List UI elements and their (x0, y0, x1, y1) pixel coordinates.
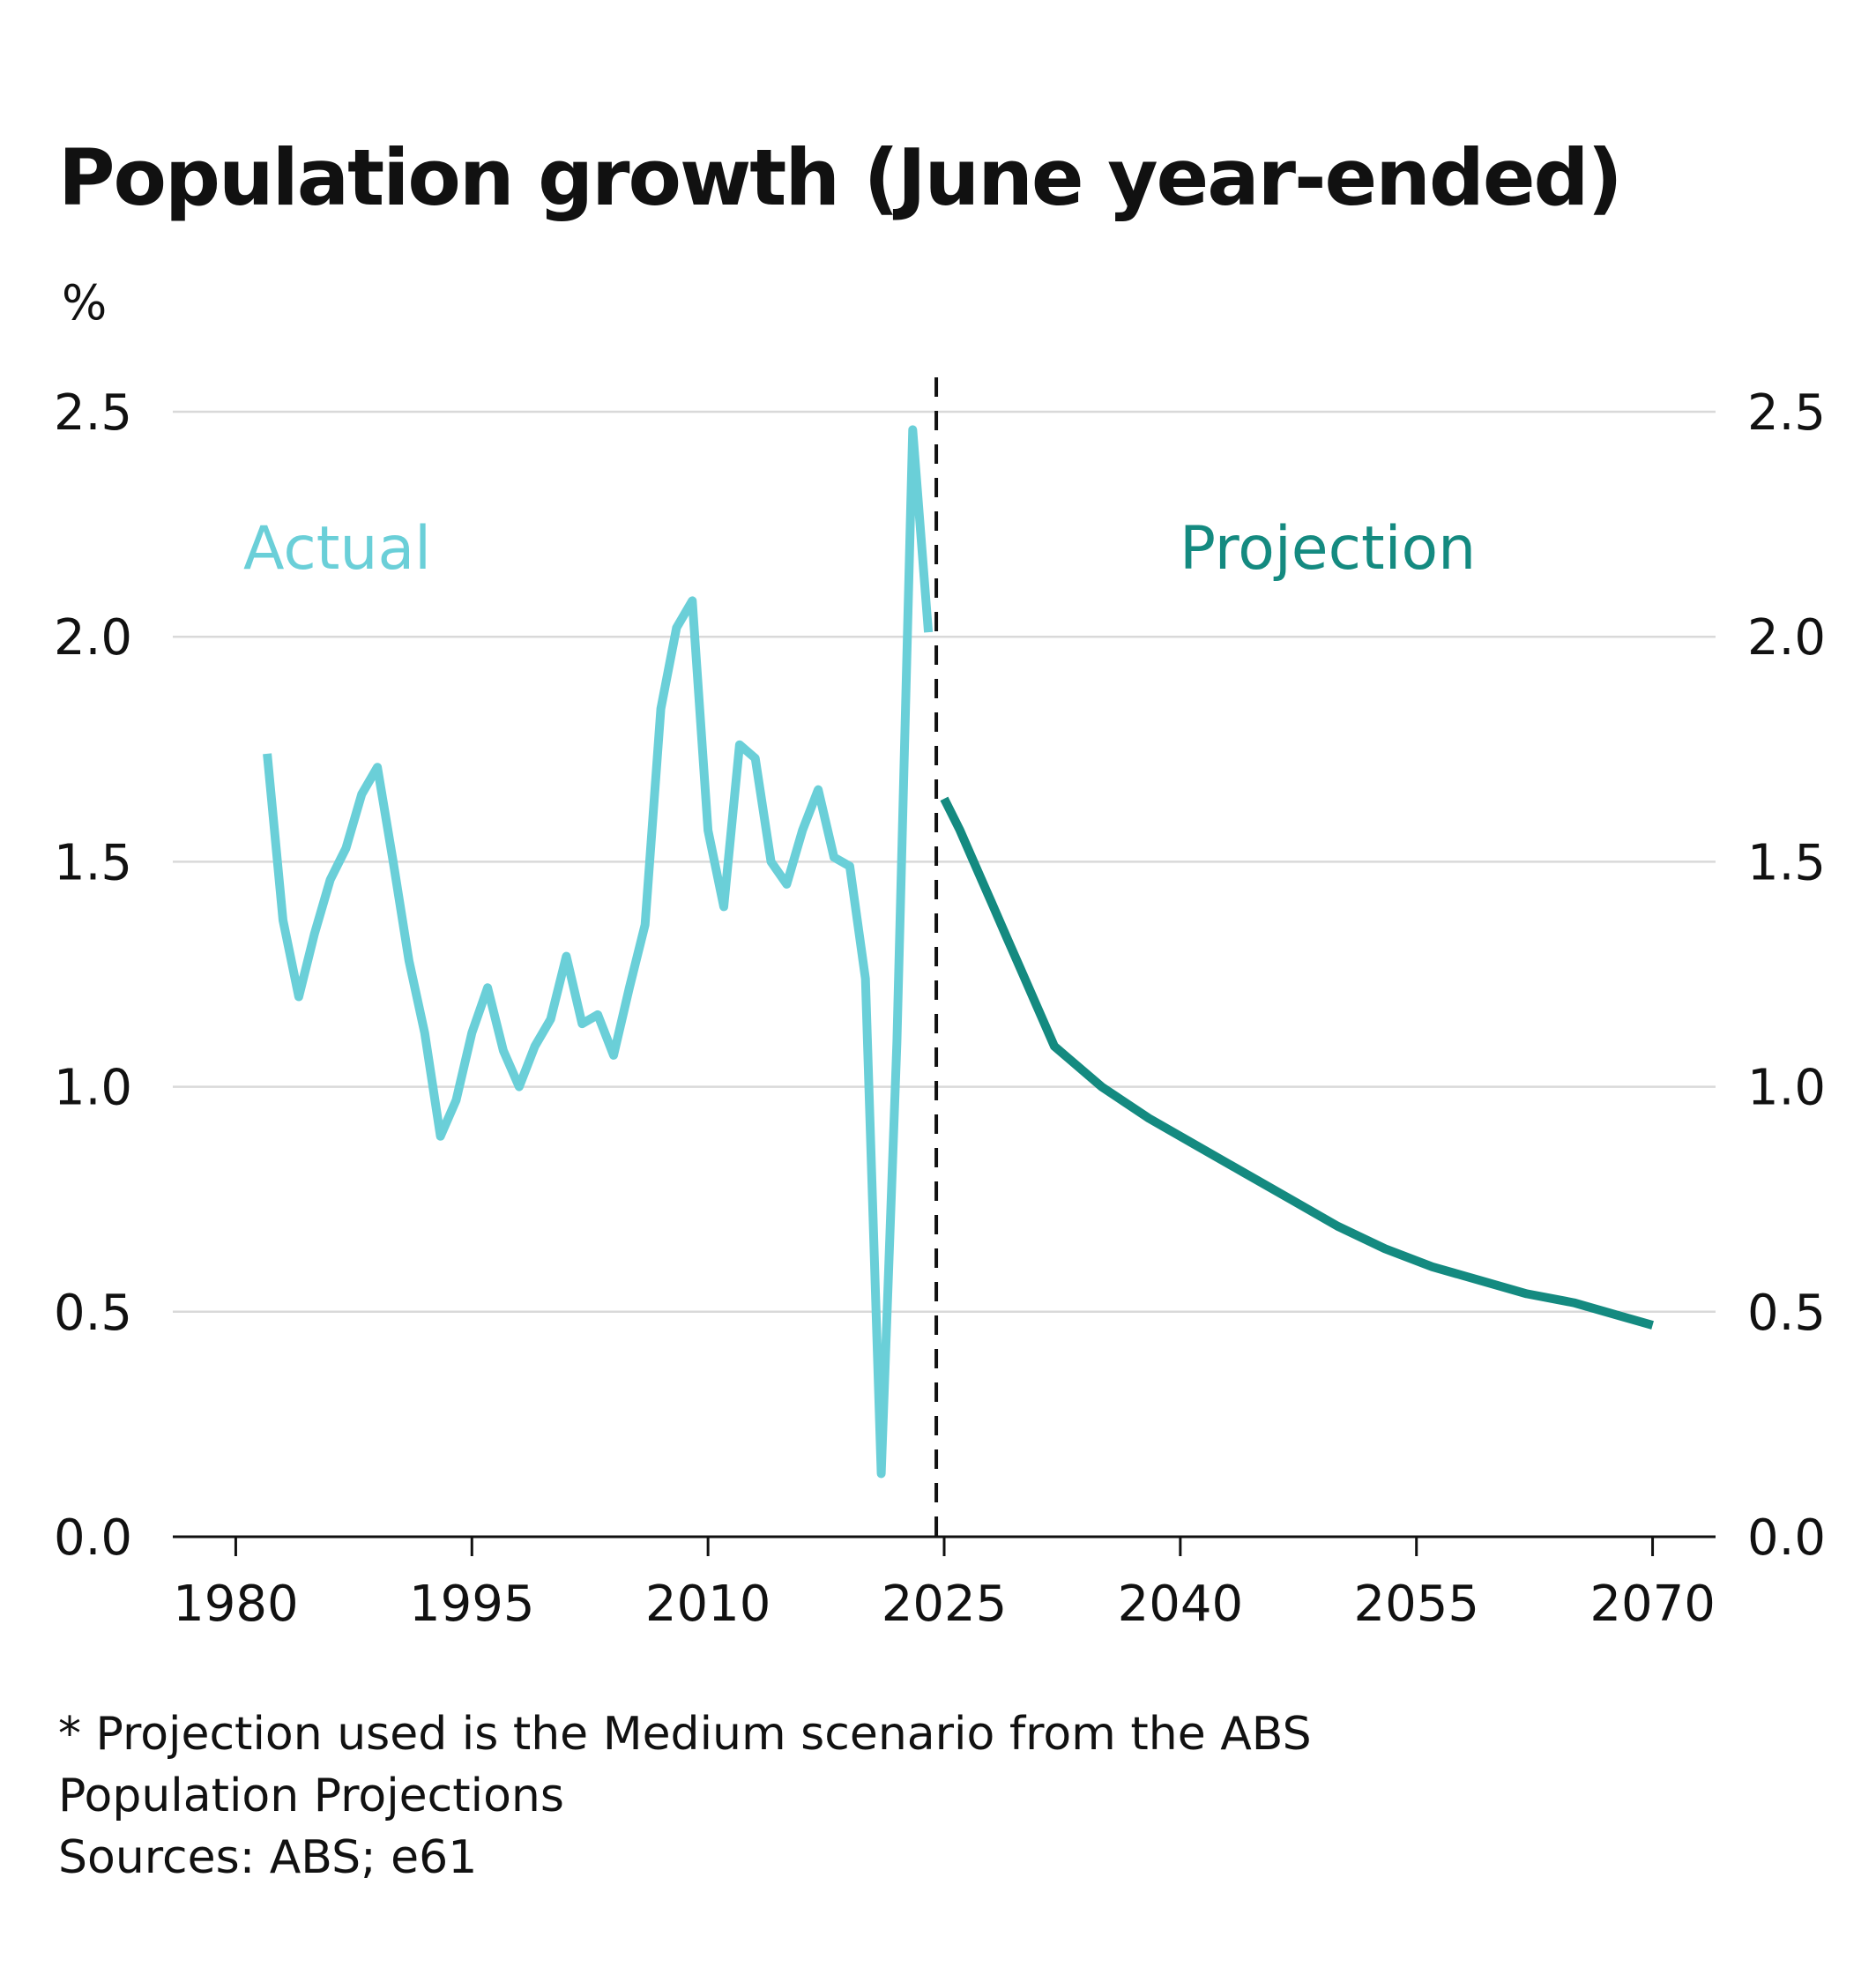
projection-series-line (940, 796, 1654, 1330)
y-tick-label: 1.5 (54, 834, 132, 891)
y-tick-label-right: 1.0 (1747, 1060, 1826, 1117)
x-tick-label: 2070 (1589, 1576, 1716, 1633)
x-tick-labels: 1980 1995 2010 2025 2040 2055 2070 (173, 1576, 1716, 1633)
projection-series-label: Projection (1180, 514, 1476, 584)
chart-title: Population growth (June year-ended) (58, 132, 1623, 223)
actual-series-label: Actual (243, 514, 431, 584)
y-axis-unit-label: % (62, 275, 107, 331)
x-tick-label: 2040 (1118, 1576, 1244, 1633)
footnote-line-3: Sources: ABS; e61 (58, 1831, 478, 1884)
y-tick-labels-left: 0.0 0.5 1.0 1.5 2.0 2.5 (54, 384, 132, 1567)
y-tick-label: 0.5 (54, 1285, 132, 1342)
y-tick-label-right: 0.0 (1747, 1509, 1826, 1567)
footnote-line-1: * Projection used is the Medium scenario… (58, 1708, 1312, 1761)
y-tick-label: 2.5 (54, 384, 132, 442)
y-tick-label-right: 2.0 (1747, 609, 1826, 667)
x-tick-label: 1995 (409, 1576, 535, 1633)
y-tick-labels-right: 0.0 0.5 1.0 1.5 2.0 2.5 (1747, 384, 1826, 1567)
footnote-line-2: Population Projections (58, 1770, 564, 1822)
x-tick-label: 2025 (882, 1576, 1008, 1633)
x-tick-label: 1980 (173, 1576, 299, 1633)
y-tick-label-right: 2.5 (1747, 384, 1826, 442)
x-axis (173, 1535, 1716, 1556)
x-tick-label: 2055 (1353, 1576, 1479, 1633)
y-tick-label-right: 1.5 (1747, 834, 1826, 891)
actual-series-line (263, 425, 934, 1479)
series-lines (263, 425, 1654, 1479)
y-tick-label: 2.0 (54, 609, 132, 667)
y-tick-label-right: 0.5 (1747, 1285, 1826, 1342)
x-tick-label: 2010 (645, 1576, 771, 1633)
y-tick-label: 0.0 (54, 1509, 132, 1567)
y-tick-label: 1.0 (54, 1060, 132, 1117)
footnote: * Projection used is the Medium scenario… (58, 1703, 1312, 1889)
